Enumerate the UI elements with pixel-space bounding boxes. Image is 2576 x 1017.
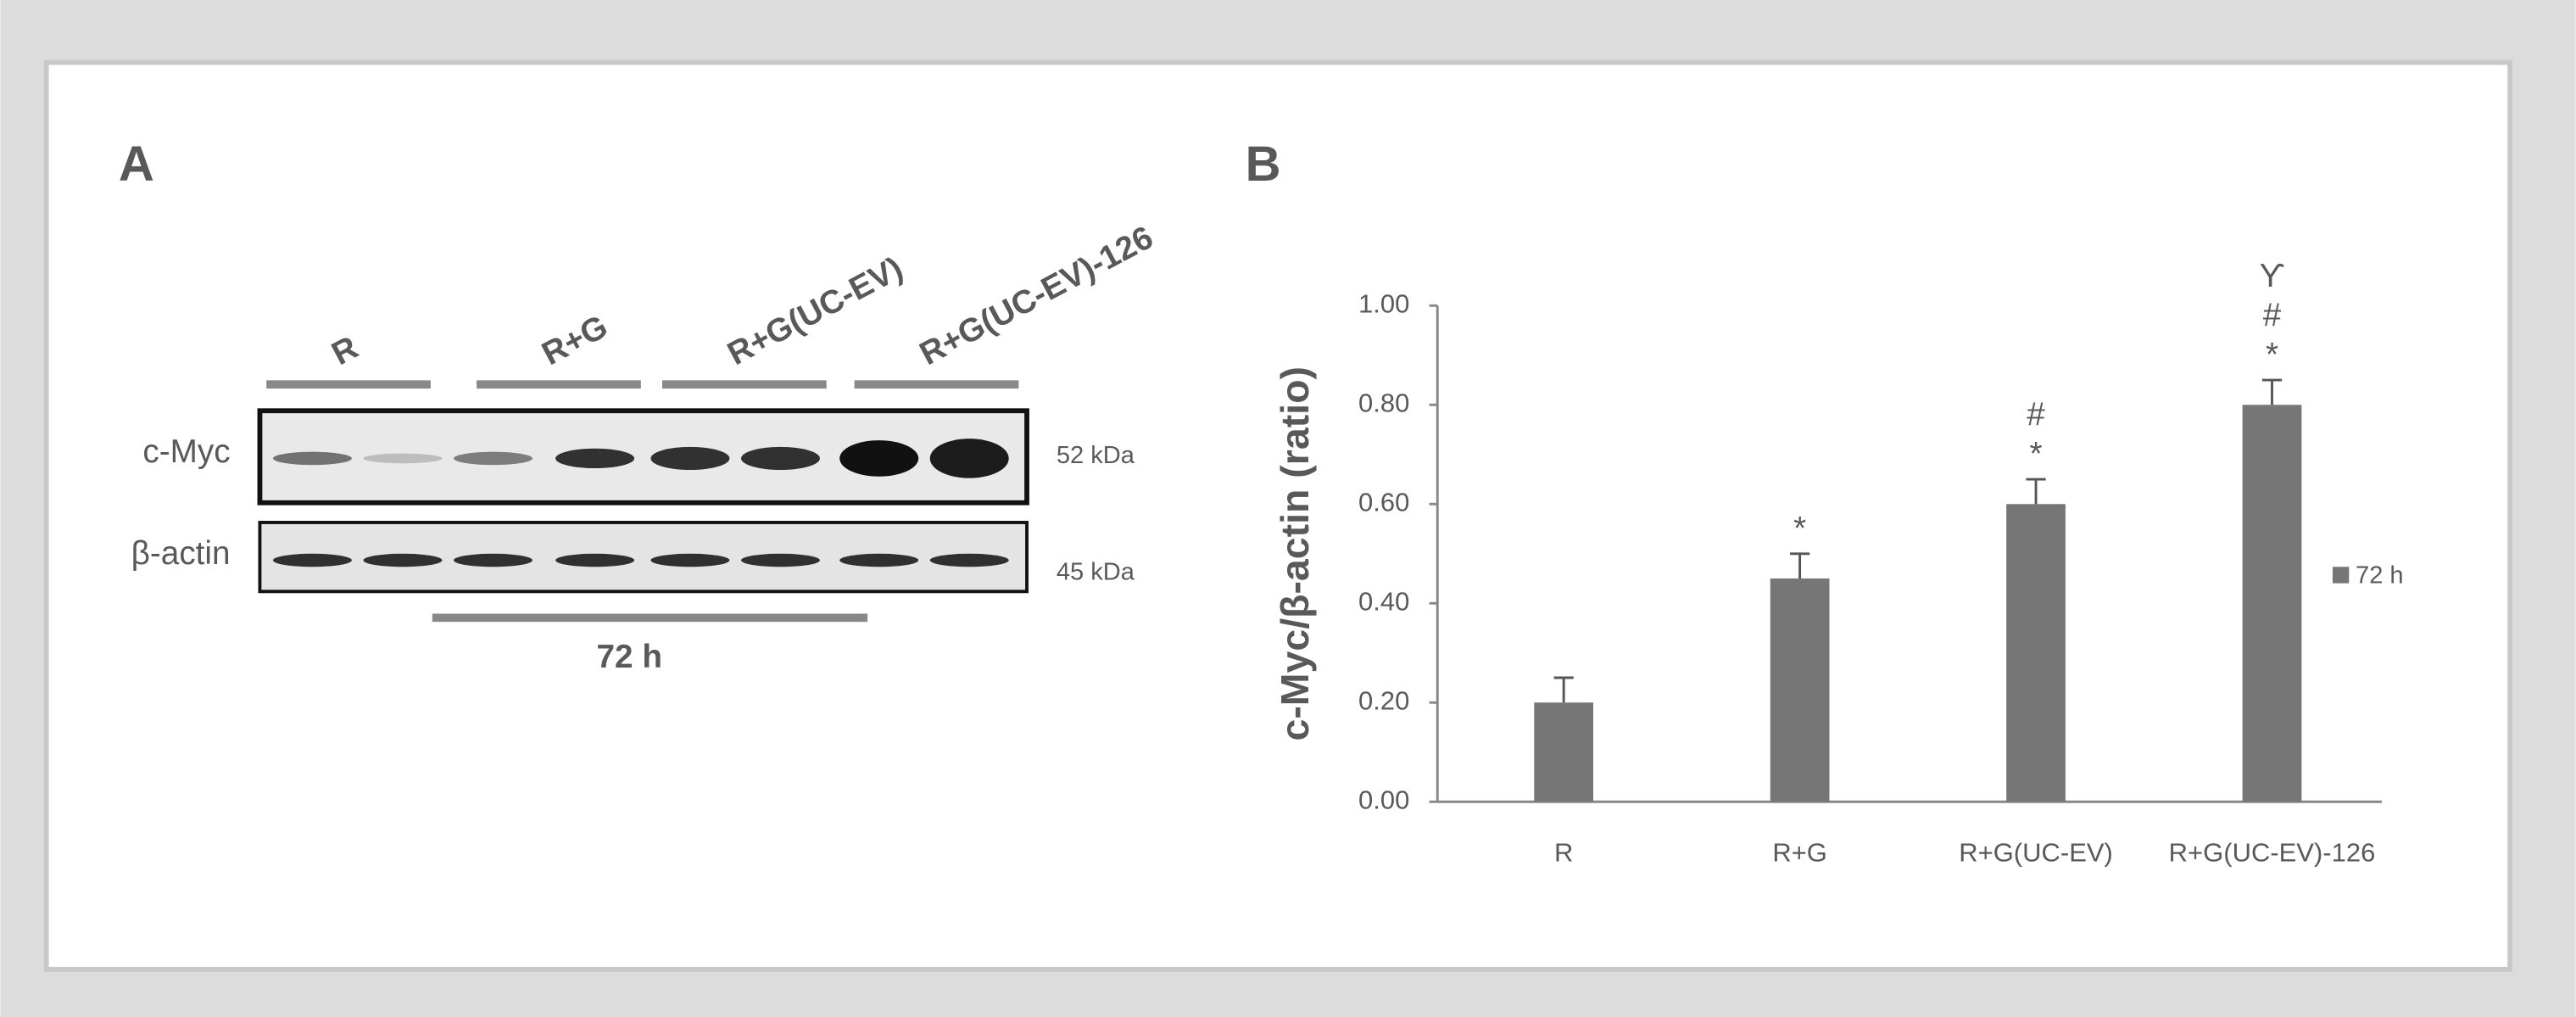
bar [1534, 702, 1594, 802]
x-tick-label: R+G(UC-EV)-126 [2169, 837, 2376, 867]
error-bar [1553, 676, 1574, 703]
band [363, 453, 443, 464]
band [650, 553, 730, 567]
error-bar [2026, 478, 2046, 505]
x-tick-label: R+G(UC-EV) [1959, 837, 2113, 867]
y-tick-label: 0.80 [1358, 388, 1409, 417]
row-label: β-actin [131, 535, 231, 572]
row-label: c-Myc [142, 433, 230, 470]
y-tick-label: 1.00 [1358, 288, 1409, 318]
x-tick-label: R+G [1772, 837, 1827, 867]
band [555, 553, 635, 567]
band [929, 439, 1009, 478]
band [650, 446, 730, 470]
significance-mark: * [1793, 511, 1806, 547]
band [454, 553, 532, 567]
y-tick-label: 0.20 [1358, 685, 1409, 715]
y-axis-label: c-Myc/β-actin (ratio) [1273, 366, 1317, 740]
significance-mark: ϒ [2260, 258, 2285, 294]
panel-label: A [119, 137, 154, 192]
band [839, 553, 919, 567]
error-bar [2261, 378, 2283, 405]
significance-mark: # [2263, 298, 2282, 334]
band [272, 553, 352, 567]
panel-area [43, 59, 2513, 972]
y-tick-label: 0.60 [1358, 487, 1409, 517]
significance-mark: * [2266, 337, 2278, 373]
time-label: 72 h [597, 639, 662, 675]
band [740, 446, 820, 470]
bar [2242, 405, 2302, 802]
x-tick-label: R [1554, 837, 1573, 867]
legend-swatch [2332, 567, 2350, 584]
legend-label: 72 h [2356, 562, 2404, 590]
bar [2006, 504, 2066, 802]
size-label: 52 kDa [1057, 442, 1135, 469]
significance-mark: * [2030, 436, 2043, 472]
band [929, 553, 1009, 567]
y-tick-label: 0.40 [1358, 586, 1409, 616]
band [454, 451, 532, 466]
band [363, 553, 443, 567]
size-label: 45 kDa [1057, 559, 1135, 586]
band [740, 553, 820, 567]
panel-label: B [1246, 137, 1281, 192]
band [272, 451, 352, 466]
band [555, 448, 635, 469]
y-tick-label: 0.00 [1358, 785, 1409, 814]
error-bar [1790, 552, 1810, 579]
significance-mark: # [2027, 397, 2045, 433]
band [839, 440, 919, 477]
bar [1770, 578, 1830, 802]
